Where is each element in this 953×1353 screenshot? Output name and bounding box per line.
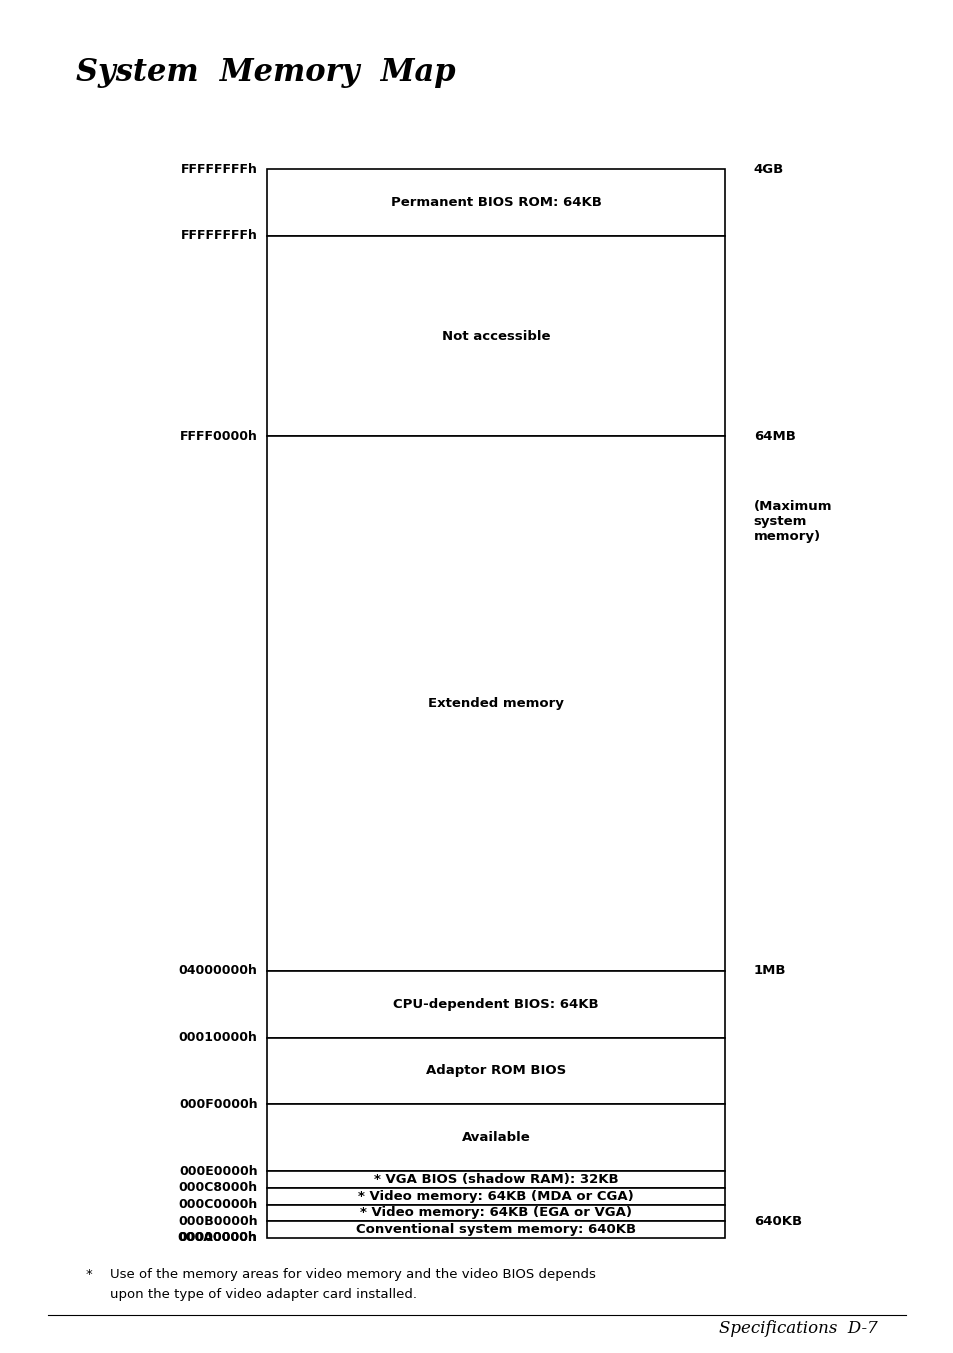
- Text: 00000000h: 00000000h: [178, 1231, 257, 1245]
- Text: FFFFFFFFh: FFFFFFFFh: [180, 162, 257, 176]
- Text: *: *: [86, 1268, 92, 1281]
- Text: Permanent BIOS ROM: 64KB: Permanent BIOS ROM: 64KB: [390, 196, 601, 208]
- Text: Specifications  D-7: Specifications D-7: [719, 1321, 877, 1337]
- Text: Extended memory: Extended memory: [428, 697, 563, 710]
- Text: upon the type of video adapter card installed.: upon the type of video adapter card inst…: [110, 1288, 416, 1302]
- Text: 00010000h: 00010000h: [178, 1031, 257, 1045]
- Text: * VGA BIOS (shadow RAM): 32KB: * VGA BIOS (shadow RAM): 32KB: [374, 1173, 618, 1187]
- Text: 1MB: 1MB: [753, 965, 785, 977]
- Text: Adaptor ROM BIOS: Adaptor ROM BIOS: [425, 1065, 566, 1077]
- Bar: [267, 971, 724, 1038]
- Text: 000A0000h: 000A0000h: [177, 1231, 257, 1245]
- Text: 000C8000h: 000C8000h: [178, 1181, 257, 1195]
- Bar: [267, 169, 724, 235]
- Text: Available: Available: [461, 1131, 530, 1145]
- Bar: [267, 1104, 724, 1172]
- Text: * Video memory: 64KB (EGA or VGA): * Video memory: 64KB (EGA or VGA): [359, 1207, 632, 1219]
- Text: (Maximum
system
memory): (Maximum system memory): [753, 501, 831, 544]
- Bar: [267, 1188, 724, 1204]
- Text: 640KB: 640KB: [753, 1215, 801, 1227]
- Text: 000B0000h: 000B0000h: [178, 1215, 257, 1227]
- Text: System  Memory  Map: System Memory Map: [76, 57, 456, 88]
- Text: Use of the memory areas for video memory and the video BIOS depends: Use of the memory areas for video memory…: [110, 1268, 595, 1281]
- Bar: [267, 1038, 724, 1104]
- Text: 000C0000h: 000C0000h: [178, 1199, 257, 1211]
- Text: FFFFFFFFh: FFFFFFFFh: [180, 230, 257, 242]
- Bar: [267, 1204, 724, 1222]
- Text: 64MB: 64MB: [753, 430, 795, 442]
- Text: Conventional system memory: 640KB: Conventional system memory: 640KB: [355, 1223, 636, 1237]
- Bar: [267, 1172, 724, 1188]
- Text: * Video memory: 64KB (MDA or CGA): * Video memory: 64KB (MDA or CGA): [357, 1189, 634, 1203]
- Text: 04000000h: 04000000h: [178, 965, 257, 977]
- Bar: [267, 235, 724, 436]
- Text: CPU-dependent BIOS: 64KB: CPU-dependent BIOS: 64KB: [393, 997, 598, 1011]
- Bar: [267, 1222, 724, 1238]
- Bar: [267, 436, 724, 971]
- Text: Not accessible: Not accessible: [441, 330, 550, 342]
- Text: 000E0000h: 000E0000h: [179, 1165, 257, 1177]
- Text: 000F0000h: 000F0000h: [179, 1097, 257, 1111]
- Text: 4GB: 4GB: [753, 162, 783, 176]
- Text: FFFF0000h: FFFF0000h: [179, 430, 257, 442]
